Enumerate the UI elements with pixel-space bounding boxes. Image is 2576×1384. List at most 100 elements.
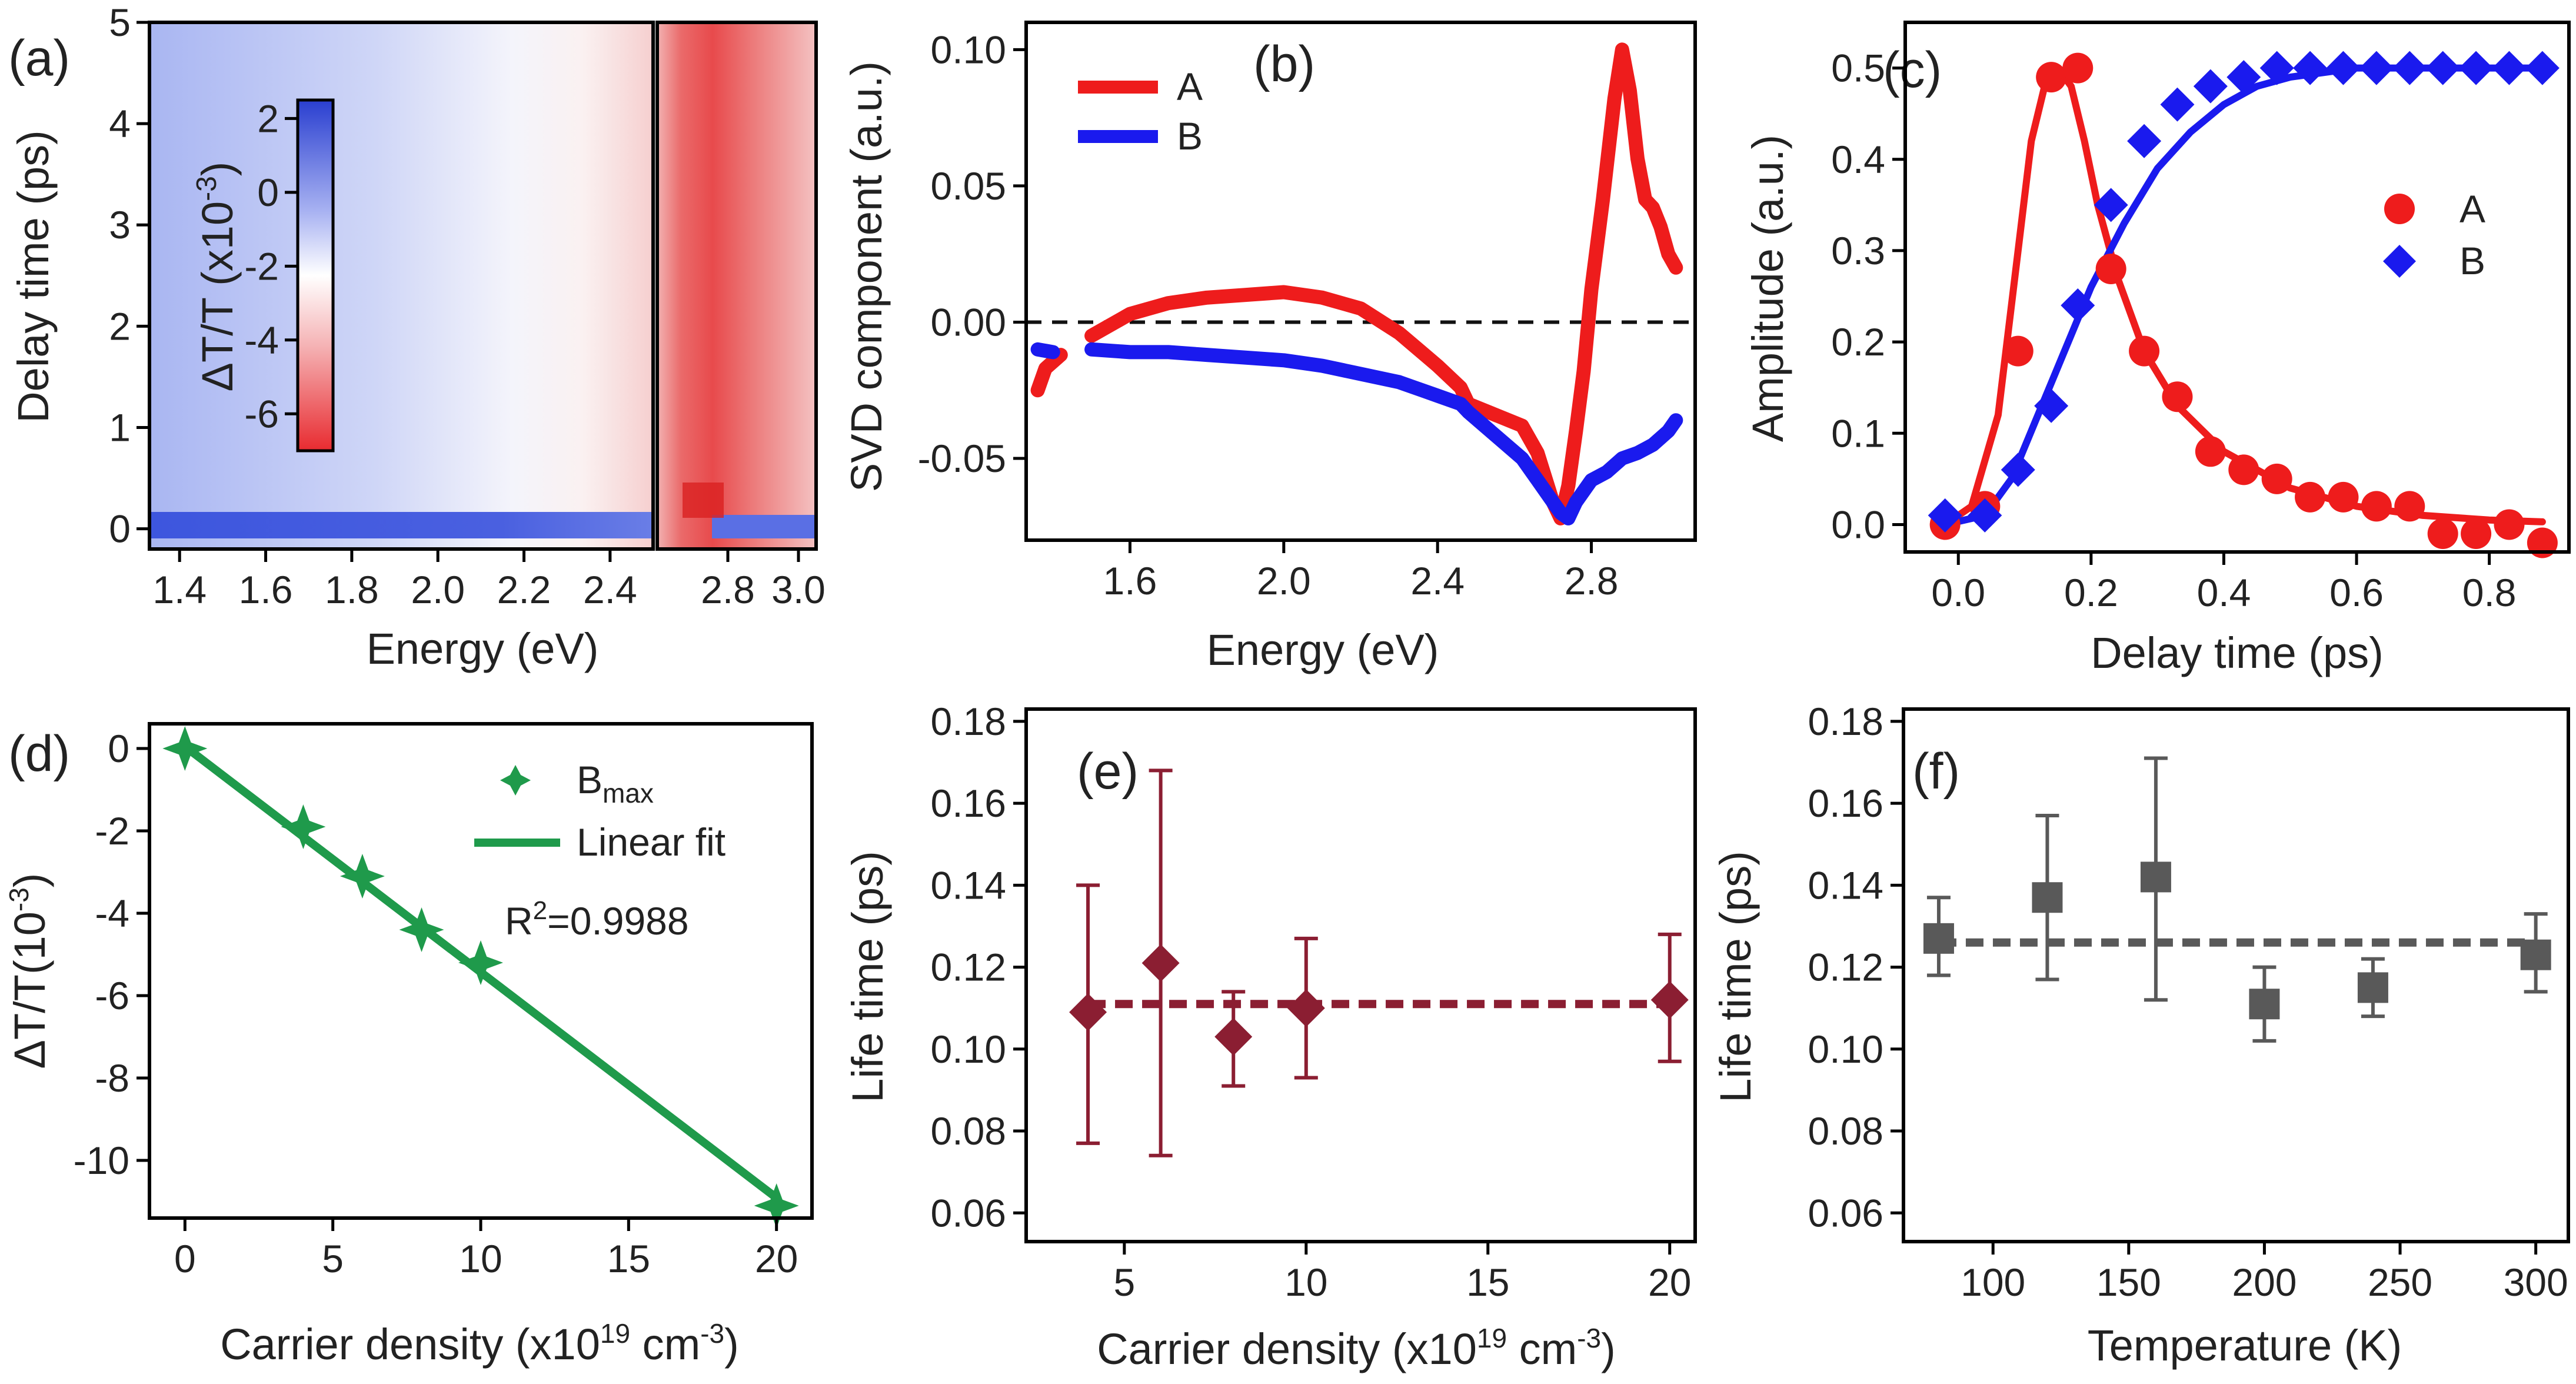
colorbar [296, 98, 335, 453]
b-x-tick-label-0: 1.6 [1103, 559, 1157, 603]
f-plot-frame [1902, 707, 2570, 1243]
d-point-4 [458, 940, 503, 985]
a-y-tick-label-0: 0 [109, 507, 131, 551]
c-point-A-3 [2036, 62, 2067, 93]
c-point-B-11 [2293, 51, 2328, 85]
c-point-B-1 [1968, 498, 2002, 533]
panel-c-amplitude-chart: 0.0 0.2 0.4 0.6 0.8 0.0 0.1 0.2 0.3 0.4 0.5 A B De… [1743, 21, 2571, 677]
e-y-axis-label: Life time (ps) [843, 851, 892, 1103]
b-y-tick-label-0: 0.10 [931, 28, 1006, 71]
f-y-tick-label-3: 0.12 [1808, 946, 1883, 989]
a-x-tick-label-left-0: 1.4 [152, 568, 207, 611]
b-x-axis-label: Energy (eV) [1207, 626, 1439, 674]
a-x-tick-label-left-4: 2.2 [497, 568, 551, 611]
e-y-tick-label-3: 0.12 [931, 946, 1006, 989]
f-y-tick-label-6: 0.06 [1808, 1191, 1883, 1235]
c-point-A-5 [2095, 253, 2126, 284]
e-plot-frame [1024, 707, 1697, 1243]
d-y-tick-label-4: -8 [95, 1056, 129, 1100]
c-x-tick-label-2: 0.4 [2197, 571, 2251, 614]
colorbar-tick-label-0: 2 [257, 97, 279, 140]
c-point-A-8 [2195, 436, 2226, 467]
b-legend-b-label: B [1177, 114, 1203, 158]
panel-c-axes: 0.0 0.2 0.4 0.6 0.8 0.0 0.1 0.2 0.3 0.4 0.5 [1831, 46, 2516, 614]
b-plot-frame [1024, 21, 1697, 542]
d-point-5 [754, 1183, 799, 1228]
d-point-3 [399, 907, 444, 952]
c-y-tick-label-1: 0.1 [1831, 411, 1885, 455]
f-x-tick-label-3: 250 [2368, 1260, 2432, 1304]
panel-label-b: (b) [1253, 36, 1315, 92]
d-x-axis-label: Carrier density (x1019 cm-3) [220, 1318, 739, 1369]
panel-a-axes: 1.4 1.6 1.8 2.0 2.2 2.4 2.8 3.0 0 1 2 3 4 5 [109, 1, 826, 611]
c-y-tick-label-0: 0.0 [1831, 503, 1885, 546]
colorbar-tick-label-3: -4 [244, 318, 279, 362]
c-point-A-2 [2002, 335, 2033, 367]
c-point-B-10 [2259, 51, 2294, 85]
c-point-A-13 [2361, 491, 2392, 522]
e-x-tick-label-0: 5 [1113, 1260, 1135, 1304]
e-y-tick-label-5: 0.08 [931, 1109, 1006, 1153]
d-x-tick-label-1: 5 [322, 1237, 344, 1280]
c-x-tick-label-0: 0.0 [1931, 571, 1985, 614]
c-series [1928, 51, 2560, 558]
a-y-tick-label-2: 2 [109, 304, 131, 348]
c-point-B-13 [2359, 51, 2394, 85]
c-point-A-4 [2062, 52, 2094, 84]
panel-b-svd-chart: 1.6 2.0 2.4 2.8 0.10 0.05 0.00 -0.05 A B Energy… [842, 21, 1697, 674]
b-series-A-low-energy [1030, 348, 1068, 398]
c-point-A-16 [2461, 518, 2492, 549]
d-y-tick-label-3: -6 [95, 974, 129, 1017]
c-point-B-0 [1928, 498, 1962, 533]
panel-label-a: (a) [8, 30, 70, 86]
heatmap-left-frame [148, 21, 655, 551]
f-point-3 [2249, 989, 2280, 1020]
heatmap-right-peak [683, 483, 724, 518]
heatmap-right-field [657, 22, 816, 549]
d-point-2 [340, 854, 385, 899]
e-y-tick-label-4: 0.10 [931, 1027, 1006, 1071]
f-x-tick-label-0: 100 [1961, 1260, 2025, 1304]
f-x-tick-label-1: 150 [2096, 1260, 2161, 1304]
d-point-1 [281, 804, 326, 849]
a-x-tick-label-left-3: 2.0 [411, 568, 465, 611]
panel-label-e: (e) [1077, 743, 1139, 800]
f-y-tick-label-0: 0.18 [1808, 700, 1883, 743]
a-x-tick-label-left-1: 1.6 [239, 568, 293, 611]
f-y-tick-label-4: 0.10 [1808, 1027, 1883, 1071]
c-y-tick-label-3: 0.3 [1831, 229, 1885, 272]
f-point-4 [2357, 972, 2388, 1003]
f-y-tick-label-2: 0.14 [1808, 863, 1883, 907]
b-legend-a-label: A [1177, 65, 1203, 108]
c-y-tick-label-2: 0.2 [1831, 320, 1885, 364]
a-x-tick-label-right-1: 3.0 [771, 568, 826, 611]
b-x-tick-label-3: 2.8 [1565, 559, 1619, 603]
d-y-tick-label-2: -4 [95, 891, 129, 935]
e-x-tick-label-3: 20 [1648, 1260, 1691, 1304]
c-point-A-12 [2328, 481, 2359, 513]
b-y-tick-label-3: -0.05 [918, 437, 1006, 480]
e-point-3 [1287, 989, 1325, 1027]
d-y-axis-label: ΔT/T(10-3) [4, 873, 54, 1069]
panel-label-d: (d) [8, 726, 70, 782]
c-point-A-17 [2494, 509, 2525, 540]
b-y-tick-label-1: 0.05 [931, 164, 1006, 208]
f-point-5 [2520, 939, 2551, 970]
c-legend-a-marker [2384, 194, 2415, 224]
panel-e-lifetime-density-chart: 5 10 15 20 0.18 0.16 0.14 0.12 0.10 0.08 0.06 Carr… [843, 700, 1697, 1373]
f-x-tick-label-4: 300 [2504, 1260, 2568, 1304]
colorbar-tick-label-1: 0 [257, 171, 279, 214]
e-point-4 [1650, 981, 1689, 1019]
c-x-tick-label-1: 0.2 [2064, 571, 2118, 614]
e-y-tick-label-6: 0.06 [931, 1191, 1006, 1235]
b-series-B-high-energy [1084, 342, 1683, 525]
b-series-B-low-energy [1030, 342, 1060, 360]
e-y-tick-label-2: 0.14 [931, 863, 1006, 907]
heatmap-left-field [149, 22, 653, 549]
c-point-A-10 [2261, 463, 2292, 494]
a-y-axis-label: Delay time (ps) [9, 130, 58, 423]
a-x-tick-label-left-5: 2.4 [583, 568, 637, 611]
panel-label-f: (f) [1912, 743, 1960, 800]
